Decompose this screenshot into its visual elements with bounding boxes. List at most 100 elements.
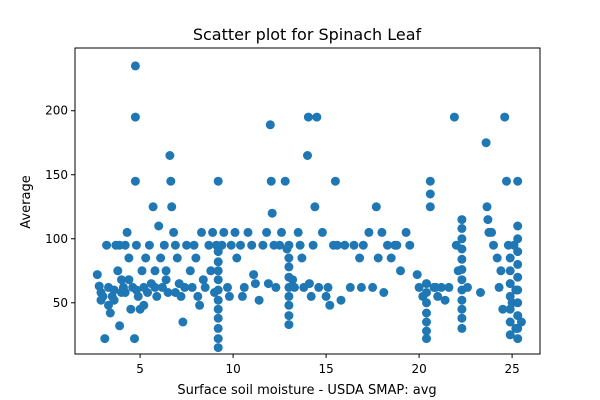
data-point <box>137 266 147 276</box>
data-point <box>422 298 431 308</box>
data-point <box>161 275 171 285</box>
data-point <box>500 112 510 122</box>
data-point <box>487 227 497 237</box>
data-point <box>217 240 227 250</box>
data-point <box>440 295 450 305</box>
data-point <box>96 295 106 305</box>
data-point <box>431 282 441 292</box>
data-point <box>457 295 467 305</box>
data-point <box>219 227 229 237</box>
data-point <box>109 285 119 295</box>
data-point <box>303 151 312 160</box>
data-point <box>150 282 160 292</box>
data-point <box>383 240 392 250</box>
data-point <box>243 227 253 237</box>
data-point <box>213 275 223 285</box>
data-point <box>263 279 273 289</box>
data-point <box>131 240 141 250</box>
data-point <box>513 259 523 269</box>
x-axis-ticks: 5 10 15 20 25 <box>136 354 520 376</box>
data-point <box>230 227 240 237</box>
data-point <box>444 282 454 292</box>
data-point <box>373 253 383 263</box>
data-point <box>457 254 467 264</box>
data-point <box>312 112 322 122</box>
data-point <box>422 317 431 327</box>
data-point <box>226 240 236 250</box>
data-point <box>239 282 249 292</box>
data-point <box>213 313 223 323</box>
data-point <box>115 321 125 331</box>
data-point <box>505 253 515 263</box>
data-point <box>271 282 281 292</box>
data-point <box>476 288 485 297</box>
data-point <box>154 221 164 231</box>
data-point <box>169 227 179 237</box>
data-point <box>482 202 492 212</box>
data-point <box>457 304 467 314</box>
data-point <box>275 240 285 250</box>
data-point <box>236 240 245 250</box>
data-point <box>505 279 515 289</box>
data-point <box>507 298 517 308</box>
data-point <box>109 295 119 305</box>
data-point <box>197 227 206 237</box>
data-point <box>364 227 374 237</box>
data-point <box>126 304 136 314</box>
data-point <box>223 282 232 292</box>
y-tick-label: 50 <box>53 296 68 310</box>
data-point <box>422 288 431 297</box>
data-point <box>513 285 523 295</box>
data-point <box>321 291 331 301</box>
data-point <box>425 189 435 199</box>
data-point <box>290 282 299 292</box>
data-point <box>130 176 140 186</box>
data-point <box>310 202 320 212</box>
data-point <box>502 176 511 186</box>
data-point <box>513 221 523 231</box>
x-tick-label: 15 <box>318 362 333 376</box>
data-point <box>340 240 350 250</box>
x-tick-label: 10 <box>225 362 240 376</box>
data-point <box>355 253 365 263</box>
data-point <box>185 266 195 276</box>
data-point <box>124 275 134 285</box>
data-point <box>396 266 405 276</box>
data-point <box>170 240 180 250</box>
data-point <box>457 313 467 323</box>
data-point <box>280 176 290 186</box>
data-point <box>303 112 313 122</box>
data-point <box>170 288 180 297</box>
data-point <box>457 265 467 274</box>
data-point <box>117 275 126 285</box>
data-point <box>139 300 149 310</box>
data-point <box>141 253 151 263</box>
data-point <box>195 300 205 310</box>
data-point <box>513 234 523 244</box>
data-point <box>232 253 242 263</box>
x-tick-label: 5 <box>136 362 144 376</box>
data-point <box>314 282 324 292</box>
data-point <box>505 317 515 327</box>
data-point <box>295 240 305 250</box>
data-point <box>213 323 223 333</box>
data-point <box>163 288 173 297</box>
data-point <box>422 334 431 344</box>
data-point <box>122 227 132 237</box>
x-axis-label: Surface soil moisture - USDA SMAP: avg <box>177 383 436 398</box>
data-point <box>422 308 431 318</box>
data-point <box>266 176 276 186</box>
data-point <box>130 334 139 344</box>
data-point <box>297 253 307 263</box>
data-point <box>288 275 298 285</box>
data-point <box>405 240 415 250</box>
data-point <box>277 227 286 237</box>
x-tick-label: 25 <box>504 362 519 376</box>
data-point <box>152 291 162 301</box>
data-point <box>513 272 523 282</box>
data-point <box>306 291 316 301</box>
data-point <box>505 330 515 340</box>
data-point <box>386 253 396 263</box>
data-point <box>130 112 140 122</box>
